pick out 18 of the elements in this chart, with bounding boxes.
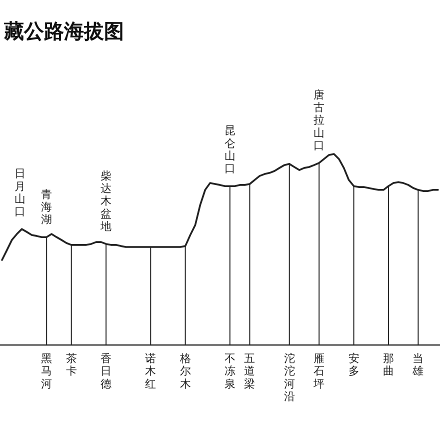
x-tick-label: 不冻泉 [224, 352, 236, 390]
x-tick-label: 安多 [348, 352, 360, 378]
chart-title: 藏公路海拔图 [3, 19, 124, 43]
annotation: 唐古拉山口 [314, 88, 325, 152]
annotation: 柴达木盆地 [100, 169, 112, 233]
x-tick-label: 雁石坪 [312, 352, 325, 390]
x-tick-label: 沱沱河沿 [284, 352, 295, 403]
x-tick-label: 当雄 [412, 352, 424, 378]
x-tick-label: 茶卡 [66, 352, 77, 378]
annotation: 昆仑山口 [224, 124, 236, 176]
x-tick-label: 五道梁 [244, 352, 256, 390]
x-tick-label: 黑马河 [41, 352, 52, 390]
annotation: 青海湖 [41, 188, 52, 226]
x-tick-label: 诺木红 [145, 352, 156, 390]
x-tick-label: 那曲 [382, 352, 394, 378]
x-tick-label: 香日德 [100, 352, 112, 390]
annotation: 日月山口 [14, 167, 26, 218]
x-tick-label: 格尔木 [178, 352, 191, 390]
